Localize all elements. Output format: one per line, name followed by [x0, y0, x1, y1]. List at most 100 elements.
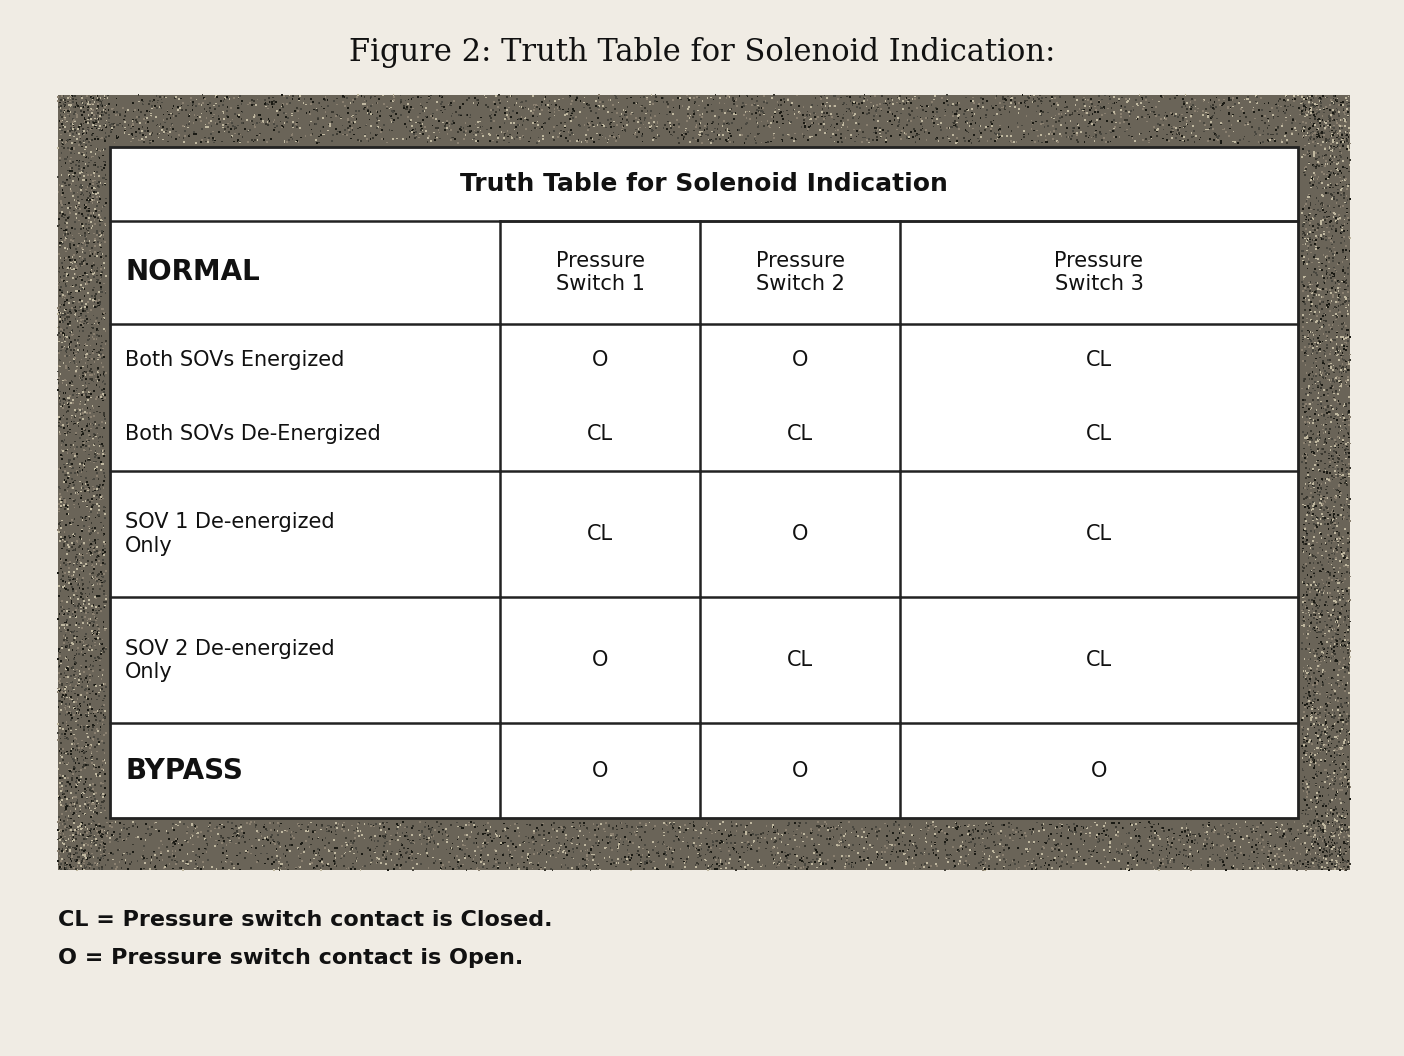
Point: [271, 96, 293, 113]
Point: [79, 504, 101, 521]
Point: [569, 116, 591, 133]
Point: [1300, 105, 1323, 121]
Point: [1317, 779, 1339, 796]
Point: [729, 127, 751, 144]
Point: [86, 331, 108, 347]
Point: [751, 103, 774, 120]
Point: [1004, 95, 1026, 112]
Point: [1311, 187, 1334, 204]
Point: [1337, 712, 1359, 729]
Point: [1304, 158, 1327, 175]
Point: [80, 264, 102, 281]
Point: [1302, 512, 1324, 529]
Point: [960, 826, 983, 843]
Point: [1320, 677, 1342, 694]
Point: [70, 182, 93, 199]
Point: [1126, 95, 1148, 112]
Point: [560, 818, 583, 835]
Point: [1334, 450, 1356, 467]
Point: [1278, 842, 1300, 859]
Point: [93, 472, 115, 489]
Point: [86, 487, 108, 504]
Point: [1334, 232, 1356, 249]
Point: [1018, 856, 1040, 873]
Point: [324, 854, 347, 871]
Point: [56, 533, 79, 550]
Point: [1238, 93, 1261, 110]
Point: [307, 134, 330, 151]
Point: [181, 826, 204, 843]
Point: [1314, 612, 1337, 629]
Point: [232, 114, 254, 131]
Point: [86, 114, 108, 131]
Point: [709, 101, 731, 118]
Point: [1316, 89, 1338, 106]
Point: [1318, 768, 1341, 785]
Point: [67, 540, 90, 557]
Point: [1324, 682, 1346, 699]
Point: [724, 862, 747, 879]
Point: [1299, 546, 1321, 563]
Point: [63, 846, 86, 863]
Point: [615, 818, 637, 835]
Point: [60, 719, 83, 736]
Point: [72, 115, 94, 132]
Point: [49, 131, 72, 148]
Point: [612, 833, 635, 850]
Point: [1313, 425, 1335, 441]
Point: [1206, 847, 1228, 864]
Point: [512, 113, 535, 130]
Point: [90, 268, 112, 285]
Point: [60, 407, 83, 423]
Point: [49, 310, 72, 327]
Point: [879, 852, 901, 869]
Point: [600, 830, 622, 847]
Point: [423, 828, 445, 845]
Point: [256, 96, 278, 113]
Point: [55, 838, 77, 855]
Point: [1331, 406, 1353, 422]
Point: [953, 817, 976, 834]
Point: [1200, 110, 1223, 127]
Point: [750, 830, 772, 847]
Point: [946, 108, 969, 125]
Point: [402, 124, 424, 140]
Point: [375, 849, 397, 866]
Point: [409, 813, 431, 830]
Point: [49, 653, 72, 670]
Point: [157, 830, 180, 847]
Point: [1297, 238, 1320, 254]
Point: [1293, 610, 1316, 627]
Point: [1294, 221, 1317, 238]
Point: [59, 761, 81, 778]
Point: [1330, 591, 1352, 608]
Point: [976, 814, 998, 831]
Point: [1028, 849, 1050, 866]
Point: [52, 686, 74, 703]
Point: [180, 102, 202, 119]
Point: [1320, 805, 1342, 822]
Point: [1292, 242, 1314, 259]
Point: [1299, 618, 1321, 635]
Point: [168, 91, 191, 108]
Point: [63, 681, 86, 698]
Point: [1306, 746, 1328, 762]
Point: [1321, 846, 1344, 863]
Point: [178, 128, 201, 145]
Point: [58, 838, 80, 855]
Point: [1243, 844, 1265, 861]
Point: [154, 859, 177, 875]
Point: [1320, 686, 1342, 703]
Point: [1316, 328, 1338, 345]
Point: [612, 101, 635, 118]
Point: [77, 630, 100, 647]
Point: [1141, 99, 1164, 116]
Point: [636, 841, 658, 857]
Point: [987, 100, 1009, 117]
Point: [291, 816, 313, 833]
Point: [1029, 850, 1052, 867]
Point: [1332, 660, 1355, 677]
Point: [774, 844, 796, 861]
Point: [1325, 328, 1348, 345]
Point: [350, 132, 372, 149]
